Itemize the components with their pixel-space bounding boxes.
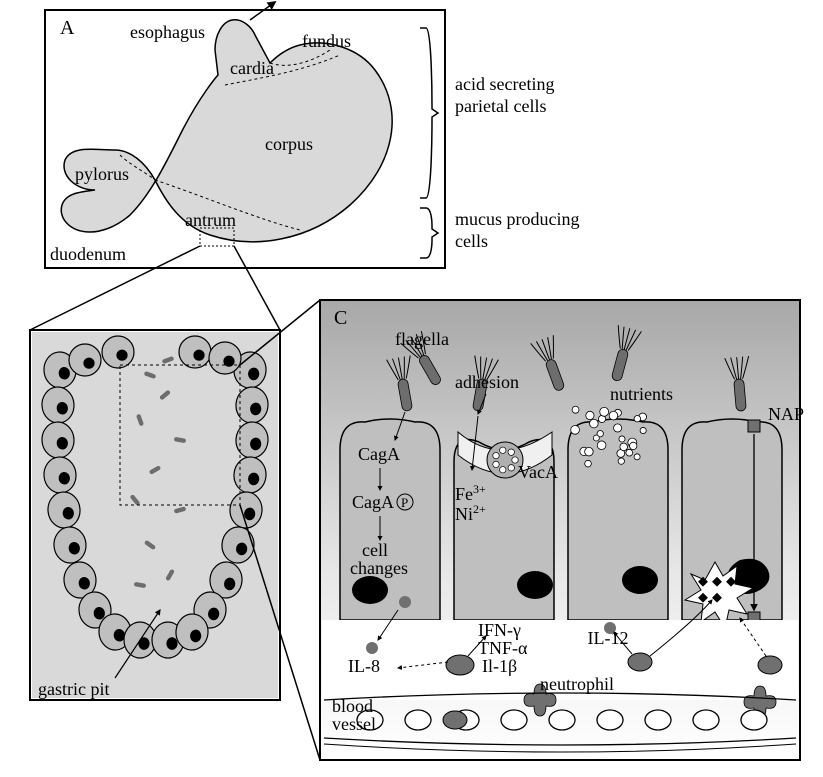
- label-adhesion: adhesion: [455, 372, 519, 392]
- label-corpus: corpus: [265, 134, 313, 154]
- label-fundus: fundus: [302, 31, 351, 51]
- panel-a-letter: A: [60, 17, 75, 39]
- nutrient-particle: [620, 443, 628, 451]
- label-esophagus: esophagus: [130, 22, 205, 42]
- rbc-icon: [741, 710, 767, 730]
- nutrient-particle: [609, 411, 618, 420]
- label-neutrophil: neutrophil: [540, 674, 614, 694]
- label-cagap: CagA: [352, 492, 394, 512]
- label-vaca: VacA: [518, 462, 558, 482]
- label-mucus-2: cells: [455, 231, 488, 251]
- rbc-icon: [501, 710, 527, 730]
- label-antrum: antrum: [185, 210, 236, 230]
- label-il12: IL-12: [588, 628, 629, 648]
- label-p: P: [401, 495, 408, 510]
- label-cell: cell: [362, 540, 388, 560]
- label-ifng: IFN-γ: [478, 620, 521, 640]
- label-il1b: Il-1β: [482, 656, 517, 676]
- label-nutrients: nutrients: [610, 384, 673, 404]
- label-pylorus: pylorus: [75, 164, 129, 184]
- cell-nucleus: [83, 358, 94, 369]
- nap-icon: [748, 420, 760, 432]
- label-duodenum: duodenum: [50, 244, 126, 264]
- macrophage-icon: [446, 655, 474, 675]
- rbc-icon: [693, 710, 719, 730]
- nutrient-particle: [571, 425, 580, 434]
- nutrient-particle: [590, 419, 599, 428]
- rbc-icon: [549, 710, 575, 730]
- cell-nucleus: [116, 350, 127, 361]
- nutrient-particle: [640, 427, 646, 433]
- panel-c-letter: C: [334, 307, 347, 329]
- nutrient-particle: [614, 424, 622, 432]
- rbc-icon: [597, 710, 623, 730]
- nutrient-particle: [597, 441, 606, 450]
- label-acid-1: acid secreting: [455, 74, 554, 94]
- label-il8: IL-8: [348, 656, 380, 676]
- label-tnfa: TNF-α: [478, 638, 528, 658]
- cell-nucleus: [166, 637, 177, 650]
- label-gastric-pit: gastric pit: [38, 679, 109, 699]
- label-acid-2: parietal cells: [455, 96, 546, 116]
- nutrient-particle: [585, 447, 594, 456]
- nutrient-particle: [619, 436, 625, 442]
- nutrient-particle: [572, 406, 579, 413]
- nutrient-particle: [626, 449, 633, 456]
- label-flagella: flagella: [395, 329, 449, 349]
- rbc-icon: [645, 710, 671, 730]
- cytokine-dot: [399, 596, 411, 608]
- label-vessel: vessel: [332, 714, 376, 734]
- label-caga: CagA: [358, 444, 400, 464]
- nutrient-particle: [585, 460, 592, 467]
- label-blood: blood: [332, 696, 373, 716]
- nutrient-particle: [593, 435, 599, 441]
- nutrient-particle: [586, 411, 594, 419]
- label-nap: NAP: [768, 404, 804, 424]
- nutrient-particle: [618, 458, 624, 464]
- nutrient-particle: [630, 442, 637, 449]
- rbc-icon: [405, 710, 431, 730]
- label-cardia: cardia: [230, 58, 274, 78]
- nutrient-particle: [634, 454, 640, 460]
- label-mucus-1: mucus producing: [455, 209, 579, 229]
- stomach-outline: [61, 20, 392, 242]
- cell-nucleus: [193, 350, 204, 361]
- nutrient-particle: [634, 416, 640, 422]
- label-changes: changes: [350, 558, 408, 578]
- nutrient-particle: [600, 407, 609, 416]
